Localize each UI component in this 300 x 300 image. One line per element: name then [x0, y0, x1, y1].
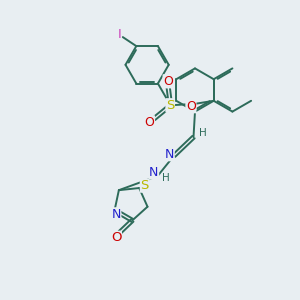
Text: O: O: [163, 75, 173, 88]
Text: N: N: [165, 148, 174, 161]
Text: S: S: [166, 99, 174, 112]
Text: N: N: [111, 208, 121, 221]
Text: H: H: [162, 173, 170, 184]
Text: H: H: [199, 128, 207, 139]
Text: O: O: [111, 231, 122, 244]
Text: O: O: [145, 116, 154, 129]
Text: O: O: [186, 100, 196, 113]
Text: S: S: [140, 179, 149, 192]
Text: N: N: [149, 166, 159, 179]
Text: I: I: [117, 28, 121, 41]
